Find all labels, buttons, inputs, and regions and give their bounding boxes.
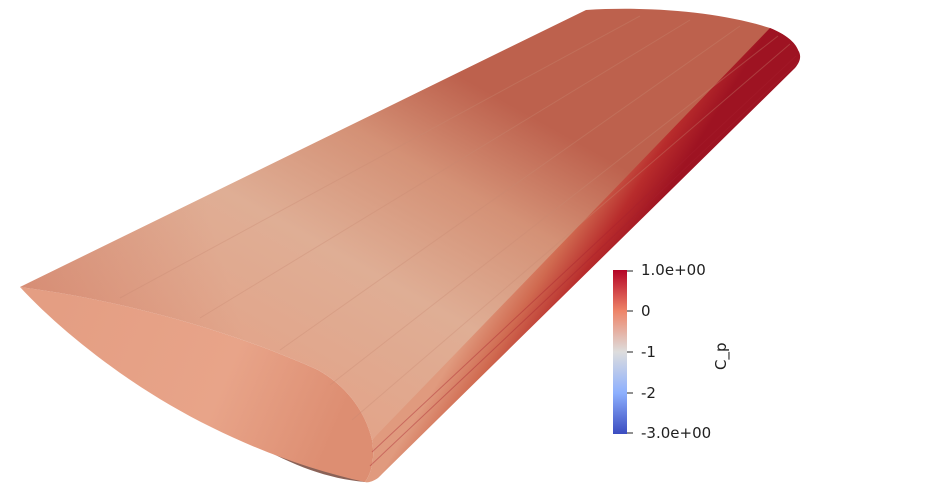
leading-edge-facet-lines [369, 55, 799, 467]
colorbar-tick-label-min: -3.0e+00 [641, 424, 712, 442]
colorbar-tick-label: -2 [641, 384, 656, 402]
wing-tip-face [20, 287, 374, 482]
colorbar-tick-label: 0 [641, 302, 651, 320]
mesh-facet-lines [119, 15, 791, 421]
wing-leading-edge [365, 28, 801, 483]
wing-span-shading [20, 8, 798, 441]
colorbar-tick-label-max: 1.0e+00 [641, 261, 706, 279]
colorbar-tick-marks [627, 270, 633, 434]
colorbar-gradient [613, 270, 627, 434]
colorbar-tick-label: -1 [641, 343, 656, 361]
colorbar-title: C_p [712, 342, 730, 371]
